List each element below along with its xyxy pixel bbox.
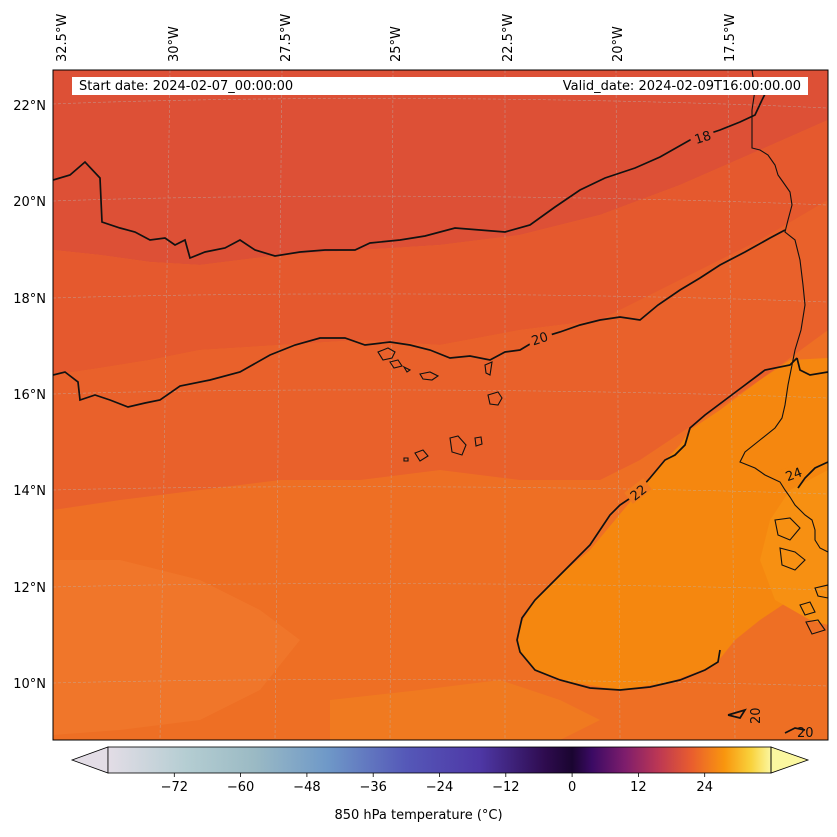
lat-label-20n: 20°N: [13, 195, 46, 210]
lat-label-14n: 14°N: [13, 484, 46, 499]
grid-lat-22: [53, 98, 828, 109]
contour-label-20-south: 20: [749, 707, 764, 724]
colorbar-tick-label: 12: [630, 780, 647, 795]
contour-18: [53, 99, 763, 260]
lon-label-32.5w: 32.5°W: [55, 14, 70, 62]
temperature-warm-core-inner: [760, 470, 828, 625]
temperature-band-north: [53, 70, 828, 265]
african-coast: [739, 70, 828, 553]
grid-lat-10: [53, 679, 828, 687]
grid-lon-20w: [615, 70, 621, 740]
island-brava: [474, 436, 483, 447]
coastlines: [377, 70, 828, 635]
island-sao-nicolau: [414, 449, 429, 462]
grid-lon-25w: [389, 70, 394, 740]
grid-lat-20: [53, 195, 828, 206]
grid-lon-27.5w: [274, 70, 283, 740]
grid-lon-17.5w: [727, 70, 736, 740]
colorbar-gradient: [108, 747, 771, 773]
colorbar-tick-label: −12: [492, 780, 519, 795]
grid-lon-30w: [159, 70, 171, 740]
coast-bissagos-3: [799, 601, 816, 616]
contour-lines: [53, 84, 828, 734]
lon-label-20w: 20°W: [611, 26, 626, 62]
contour-label-18-bg: [688, 125, 716, 147]
lon-label-25w: 25°W: [389, 26, 404, 62]
colorbar-extend-high: [770, 746, 810, 774]
island-small: [403, 457, 409, 462]
island-sal: [377, 347, 396, 361]
colorbar-tick-label: −48: [293, 780, 320, 795]
longitude-labels: 32.5°W 30°W 27.5°W 25°W 22.5°W 20°W 17.5…: [55, 14, 738, 62]
lon-label-22.5w: 22.5°W: [501, 14, 516, 62]
island-boavista: [419, 371, 440, 381]
date-header-box: [72, 77, 808, 95]
island-fogo: [449, 435, 467, 456]
lon-label-17.5w: 17.5°W: [723, 14, 738, 62]
island-maio: [484, 361, 493, 376]
contour-20: [53, 229, 786, 408]
coast-bissagos-2: [779, 547, 806, 571]
island-santo-antao: [389, 359, 403, 369]
contour-label-24-bg: [780, 462, 806, 484]
contour-label-20-bg: [526, 326, 554, 348]
colorbar-tick-label: −72: [161, 780, 188, 795]
lat-label-12n: 12°N: [13, 581, 46, 596]
grid-lat-12: [53, 583, 828, 591]
contour-24: [797, 461, 828, 489]
contour-label-20: 20: [530, 330, 550, 349]
coast-bissagos-4: [805, 619, 826, 635]
colorbar-ticks: −72 −60 −48 −36 −24 −12 0 12 24: [161, 773, 713, 795]
latitude-labels: 22°N 20°N 18°N 16°N 14°N 12°N 10°N: [13, 99, 46, 692]
contour-22: [516, 357, 798, 691]
contour-label-18: 18: [693, 129, 713, 148]
contour-label-20-se: 20: [797, 726, 814, 741]
contour-label-group: 18 20 22 24 20 20: [526, 125, 814, 741]
colorbar-tick-label: −24: [426, 780, 453, 795]
contour-20-south: [727, 708, 747, 719]
temperature-band-southwest: [53, 560, 300, 735]
contour-label-24: 24: [784, 465, 805, 485]
colorbar-tick-label: −36: [359, 780, 386, 795]
contour-20-se: [784, 727, 806, 734]
colorbar-label: 850 hPa temperature (°C): [334, 808, 503, 823]
grid-lat-18: [53, 293, 828, 303]
contour-22-east: [796, 357, 828, 376]
lat-label-22n: 22°N: [13, 99, 46, 114]
colorbar: −72 −60 −48 −36 −24 −12 0 12 24: [70, 746, 810, 795]
lat-label-18n: 18°N: [13, 292, 46, 307]
map-frame: [52, 69, 829, 741]
coast-bissagos-1: [774, 517, 801, 541]
graticule: [53, 70, 828, 740]
colorbar-tick-label: 0: [568, 780, 576, 795]
island-sao-vicente: [402, 365, 412, 373]
lat-label-16n: 16°N: [13, 388, 46, 403]
colorbar-tick-label: −60: [227, 780, 254, 795]
temperature-warm-core: [518, 358, 828, 690]
lat-label-10n: 10°N: [13, 677, 46, 692]
temperature-field: [53, 70, 828, 740]
valid-date-label: Valid_date: 2024-02-09T16:00:00.00: [562, 79, 801, 94]
coast-bissagos-5: [814, 584, 828, 599]
temperature-band-south: [330, 680, 600, 740]
island-santiago: [487, 391, 503, 406]
grid-lat-14: [53, 486, 828, 495]
temperature-band-mid: [53, 120, 828, 375]
grid-lat-16: [53, 389, 828, 399]
colorbar-extend-low: [70, 746, 109, 774]
lon-label-27.5w: 27.5°W: [279, 14, 294, 62]
start-date-label: Start date: 2024-02-07_00:00:00: [79, 79, 294, 94]
lon-label-30w: 30°W: [167, 26, 182, 62]
contour-label-22-bg: [624, 478, 652, 504]
colorbar-tick-label: 24: [696, 780, 713, 795]
